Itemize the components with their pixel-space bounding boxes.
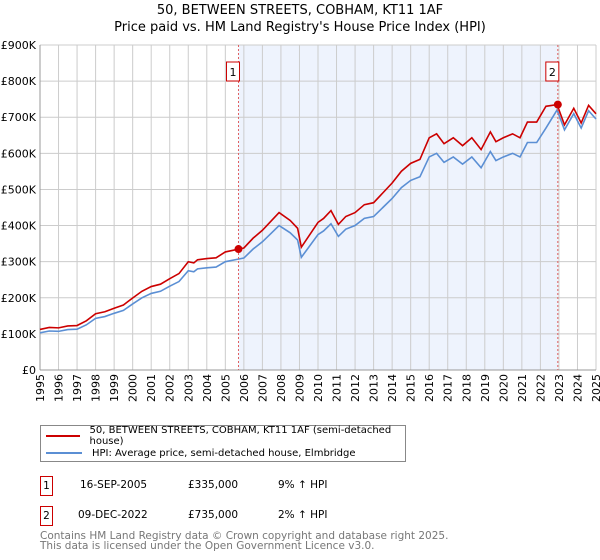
price-chart: £0 £100K £200K £300K £400K £500K £600K £700K £80… <box>1 39 600 402</box>
x-tick-label: 2011 <box>331 374 344 402</box>
x-tick-label: 2012 <box>349 374 362 402</box>
sale-marker-number: 2 <box>549 66 556 79</box>
sale-point <box>234 245 243 254</box>
sale-row-2: 2 09-DEC-2022 £735,000 2% ↑ HPI <box>40 506 600 526</box>
x-tick-label: 2025 <box>590 374 600 402</box>
sale-marker-badge <box>225 61 240 82</box>
x-tick-label: 2014 <box>386 374 399 402</box>
x-tick-label: 2005 <box>219 374 232 402</box>
x-tick-label: 2003 <box>182 374 195 402</box>
sale-date: 09-DEC-2022 <box>78 509 148 521</box>
x-tick-label: 1996 <box>53 374 66 402</box>
footer-licence: This data is licensed under the Open Gov… <box>40 540 375 552</box>
hpi-line <box>39 108 597 334</box>
sale-hpi-diff: 2% ↑ HPI <box>278 509 328 521</box>
sale-marker-badge: 2 <box>40 506 53 526</box>
x-tick-label: 1995 <box>34 374 47 402</box>
sale-price: £335,000 <box>188 479 239 491</box>
x-tick-label: 2019 <box>479 374 492 402</box>
x-tick-label: 2017 <box>442 374 455 402</box>
x-tick-label: 2006 <box>238 374 251 402</box>
legend-label-property: 50, BETWEEN STREETS, COBHAM, KT11 1AF (s… <box>89 425 392 447</box>
x-tick-label: 2007 <box>256 374 269 402</box>
x-tick-label: 2022 <box>534 374 547 402</box>
y-tick-label: £500K <box>1 183 37 196</box>
sale-date: 16-SEP-2005 <box>80 479 148 491</box>
y-tick-label: £700K <box>1 111 37 124</box>
chart-subtitle: Price paid vs. HM Land Registry's House … <box>114 20 486 35</box>
legend: 50, BETWEEN STREETS, COBHAM, KT11 1AF (s… <box>40 425 406 462</box>
x-tick-label: 2000 <box>127 374 140 402</box>
x-tick-label: 2010 <box>312 374 325 402</box>
x-tick-label: 2016 <box>423 374 436 402</box>
x-tick-label: 2021 <box>516 374 529 402</box>
x-tick-label: 2018 <box>460 374 473 402</box>
y-tick-label: £400K <box>1 220 37 233</box>
sale-marker-badge <box>545 61 560 82</box>
sale-price: £735,000 <box>188 509 239 521</box>
y-tick-label: £600K <box>1 147 37 160</box>
x-tick-label: 1999 <box>108 374 121 402</box>
ownership-period-shading <box>238 45 558 370</box>
sale-marker-number: 1 <box>229 66 236 79</box>
y-tick-label: £900K <box>1 39 37 52</box>
x-tick-label: 2001 <box>145 374 158 402</box>
sale-point <box>553 100 562 109</box>
sale-marker-badge: 1 <box>40 476 53 496</box>
x-tick-label: 1997 <box>71 374 84 402</box>
x-tick-label: 2023 <box>553 374 566 402</box>
x-tick-label: 2020 <box>497 374 510 402</box>
sale-hpi-diff: 9% ↑ HPI <box>278 479 328 491</box>
y-tick-label: £300K <box>1 256 37 269</box>
y-tick-label: £800K <box>1 75 37 88</box>
y-tick-label: £200K <box>1 292 37 305</box>
x-tick-label: 2024 <box>571 374 584 402</box>
legend-swatch-hpi <box>46 452 82 454</box>
footer: Contains HM Land Registry data © Crown c… <box>40 530 449 552</box>
legend-label-hpi: HPI: Average price, semi-detached house,… <box>92 447 356 459</box>
y-tick-label: £100K <box>1 328 37 341</box>
sale-row-1: 1 16-SEP-2005 £335,000 9% ↑ HPI <box>40 476 600 496</box>
x-tick-label: 2002 <box>164 374 177 402</box>
x-tick-label: 2008 <box>275 374 288 402</box>
property-price-line <box>39 103 597 331</box>
footer-copyright: Contains HM Land Registry data © Crown c… <box>40 530 449 542</box>
legend-swatch-property <box>46 435 80 437</box>
x-tick-label: 2009 <box>293 374 306 402</box>
x-tick-label: 2015 <box>405 374 418 402</box>
y-tick-label: £0 <box>22 364 36 377</box>
x-tick-label: 1998 <box>90 374 103 402</box>
x-tick-label: 2013 <box>368 374 381 402</box>
chart-title: 50, BETWEEN STREETS, COBHAM, KT11 1AF <box>156 3 444 18</box>
x-tick-label: 2004 <box>201 374 214 402</box>
